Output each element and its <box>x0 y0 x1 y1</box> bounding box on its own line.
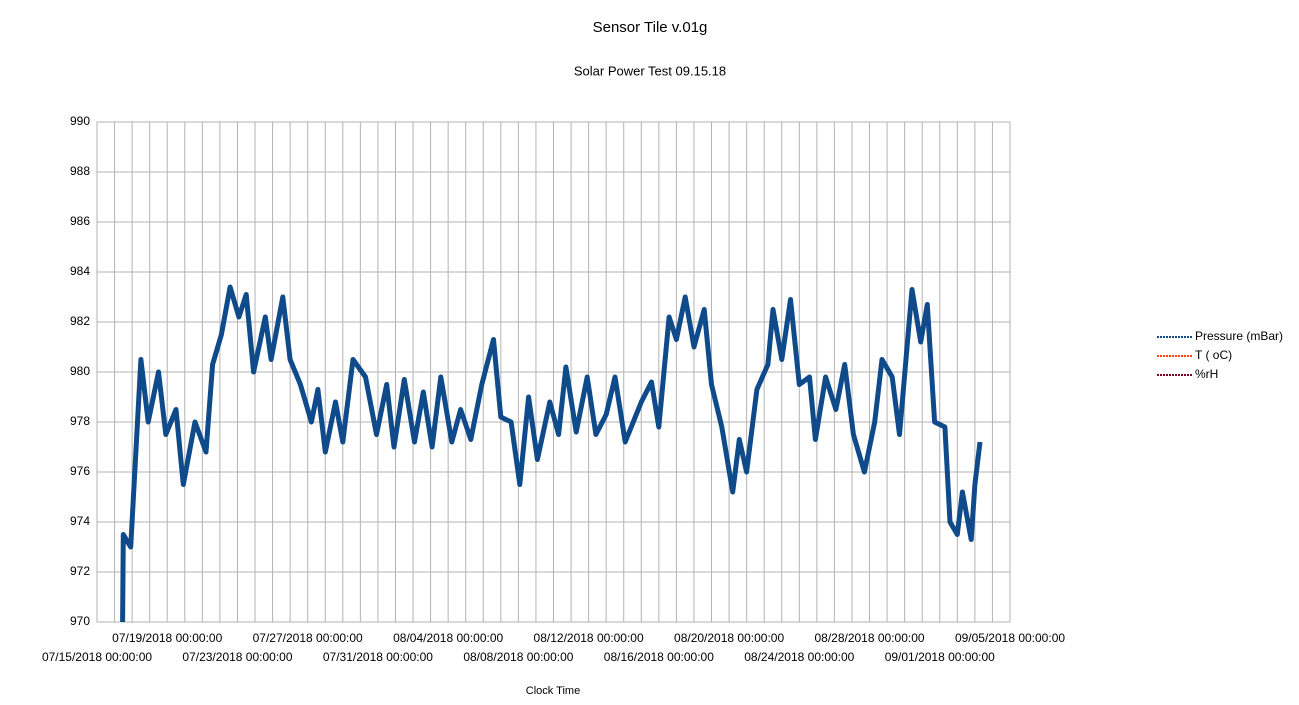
series-line <box>120 284 983 623</box>
x-tick-label: 07/19/2018 00:00:00 <box>112 631 222 645</box>
legend-label: T ( oC) <box>1195 348 1232 362</box>
x-tick-label: 07/31/2018 00:00:00 <box>323 650 433 664</box>
y-tick-label: 974 <box>70 514 90 528</box>
x-tick-label: 09/01/2018 00:00:00 <box>885 650 995 664</box>
y-tick-label: 990 <box>70 114 90 128</box>
x-tick-label: 08/04/2018 00:00:00 <box>393 631 503 645</box>
x-axis-label: Clock Time <box>526 685 580 697</box>
x-tick-label: 08/08/2018 00:00:00 <box>463 650 573 664</box>
y-tick-label: 980 <box>70 364 90 378</box>
legend-label: Pressure (mBar) <box>1195 329 1283 343</box>
x-tick-label: 07/15/2018 00:00:00 <box>42 650 152 664</box>
x-tick-label: 07/27/2018 00:00:00 <box>253 631 363 645</box>
x-tick-label: 08/20/2018 00:00:00 <box>674 631 784 645</box>
y-tick-label: 988 <box>70 164 90 178</box>
y-tick-label: 986 <box>70 214 90 228</box>
chart-title: Sensor Tile v.01g <box>593 19 708 36</box>
legend-label: %rH <box>1195 367 1218 381</box>
y-tick-label: 972 <box>70 564 90 578</box>
x-tick-label: 08/28/2018 00:00:00 <box>814 631 924 645</box>
x-tick-label: 07/23/2018 00:00:00 <box>182 650 292 664</box>
y-tick-label: 976 <box>70 464 90 478</box>
x-tick-label: 08/16/2018 00:00:00 <box>604 650 714 664</box>
x-tick-label: 08/12/2018 00:00:00 <box>534 631 644 645</box>
y-tick-label: 982 <box>70 314 90 328</box>
y-tick-label: 984 <box>70 264 90 278</box>
plot-frame <box>96 121 1011 623</box>
y-tick-label: 978 <box>70 414 90 428</box>
x-tick-label: 09/05/2018 00:00:00 <box>955 631 1065 645</box>
chart-subtitle: Solar Power Test 09.15.18 <box>574 63 726 78</box>
x-tick-label: 08/24/2018 00:00:00 <box>744 650 854 664</box>
y-tick-label: 970 <box>70 614 90 628</box>
